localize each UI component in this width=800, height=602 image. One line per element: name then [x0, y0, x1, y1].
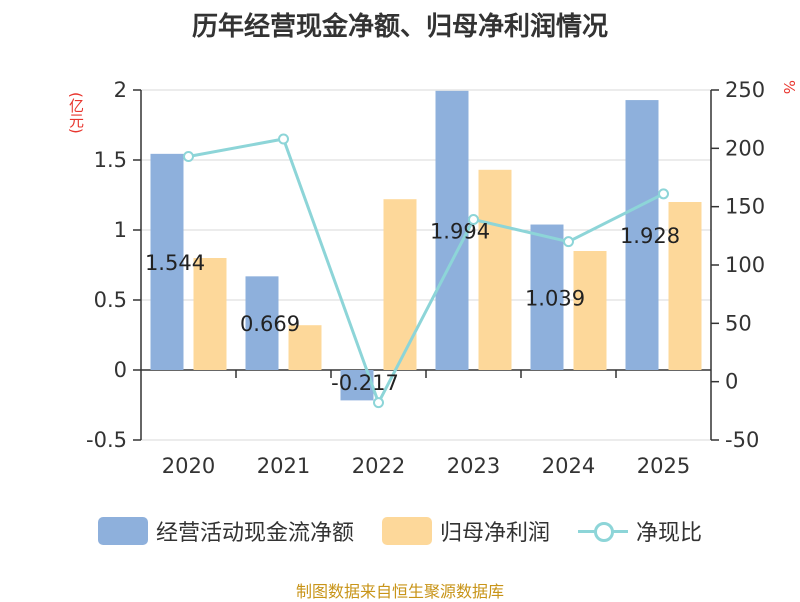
bar-cash-flow: [245, 276, 279, 370]
x-tick-label: 2021: [257, 454, 310, 478]
left-axis-unit: (亿元): [67, 92, 85, 134]
y-left-tick-label: 1.5: [94, 148, 127, 172]
legend-swatch-net-profit: [381, 517, 432, 545]
legend-item-cash-flow[interactable]: 经营活动现金流净额: [97, 515, 354, 547]
x-tick-label: 2020: [162, 454, 215, 478]
chart-legend: 经营活动现金流净额 归母净利润 净现比: [0, 515, 800, 547]
y-right-tick-label: -50: [725, 428, 759, 452]
data-label-cash-flow: -0.217: [331, 371, 399, 395]
y-left-tick-label: -0.5: [86, 428, 127, 452]
legend-swatch-cash-flow: [97, 517, 148, 545]
y-right-tick-label: 250: [725, 78, 765, 102]
legend-label-cash-flow: 经营活动现金流净额: [155, 521, 354, 546]
data-label-cash-flow: 1.544: [145, 251, 205, 275]
bar-cash-flow: [435, 90, 469, 370]
source-note: 制图数据来自恒生聚源数据库: [295, 582, 504, 601]
y-right-tick-label: 50: [725, 311, 752, 335]
point-ratio: [278, 133, 289, 145]
bar-net-profit: [383, 199, 417, 370]
y-right-tick-label: 150: [725, 195, 765, 219]
point-ratio: [373, 397, 384, 409]
right-axis-unit: %: [780, 80, 798, 95]
bar-net-profit: [668, 202, 702, 370]
bar-net-profit: [288, 325, 322, 370]
data-label-cash-flow: 1.994: [430, 219, 490, 243]
data-label-cash-flow: 1.928: [620, 224, 680, 248]
x-tick-label: 2025: [637, 454, 690, 478]
y-left-tick-label: 2: [114, 78, 127, 102]
y-left-tick-label: 0: [114, 358, 127, 382]
y-right-tick-label: 0: [725, 370, 738, 394]
bar-net-profit: [478, 169, 512, 370]
bar-net-profit: [193, 258, 227, 370]
legend-item-ratio[interactable]: 净现比: [578, 515, 702, 547]
point-ratio: [468, 214, 479, 225]
bar-cash-flow: [150, 153, 184, 370]
chart-title: 历年经营现金净额、归母净利润情况: [191, 12, 608, 42]
line-ratio: [188, 137, 665, 407]
point-ratio: [563, 236, 574, 248]
legend-swatch-ratio: [578, 517, 628, 545]
y-right-tick-label: 100: [725, 253, 765, 277]
legend-label-net-profit: 归母净利润: [439, 521, 550, 546]
data-label-cash-flow: 0.669: [240, 312, 300, 336]
bar-cash-flow: [530, 224, 564, 370]
point-ratio: [658, 188, 669, 200]
point-ratio: [183, 151, 194, 162]
legend-item-net-profit[interactable]: 归母净利润: [381, 515, 550, 547]
y-left-tick-label: 1: [114, 218, 127, 242]
x-tick-label: 2024: [542, 454, 595, 478]
x-tick-label: 2022: [352, 454, 405, 478]
data-label-cash-flow: 1.039: [525, 286, 585, 310]
bar-net-profit: [573, 251, 607, 370]
x-tick-label: 2023: [447, 454, 500, 478]
legend-label-ratio: 净现比: [636, 521, 703, 546]
y-right-tick-label: 200: [725, 136, 765, 160]
bar-cash-flow: [625, 100, 659, 370]
y-left-tick-label: 0.5: [94, 288, 127, 312]
